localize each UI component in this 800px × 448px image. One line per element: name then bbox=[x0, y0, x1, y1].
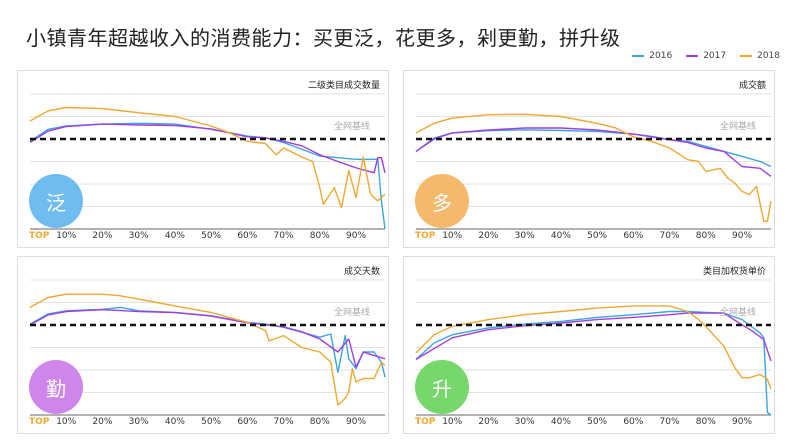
badge-circle: 勤 bbox=[29, 360, 83, 414]
x-tick-label: 30% bbox=[514, 417, 535, 427]
x-tick-label: 90% bbox=[732, 417, 753, 427]
x-tick-label: 80% bbox=[695, 417, 716, 427]
chart-svg bbox=[415, 279, 772, 416]
x-tick-label: 60% bbox=[237, 231, 258, 241]
legend-swatch-2018 bbox=[740, 55, 753, 57]
x-tick-labels: TOP 10% 20% 30% 40% 50% 60% 70% 80% 90% bbox=[18, 231, 390, 245]
legend-label: 2017 bbox=[703, 51, 727, 61]
series-line-2018 bbox=[415, 113, 772, 222]
page-title: 小镇青年超越收入的消费能力：买更泛，花更多，剁更勤，拼升级 bbox=[26, 26, 621, 50]
badge-circle: 升 bbox=[415, 360, 469, 414]
x-tick-label: 20% bbox=[478, 417, 499, 427]
series-line-2017 bbox=[29, 309, 386, 368]
x-tick-top: TOP bbox=[415, 231, 436, 241]
badge-circle: 多 bbox=[415, 174, 469, 228]
series-line-2018 bbox=[29, 106, 386, 209]
series-line-2016 bbox=[415, 129, 772, 168]
x-tick-label: 50% bbox=[587, 417, 608, 427]
series-line-2018 bbox=[415, 305, 772, 390]
chart-title: 类目加权货单价 bbox=[702, 267, 766, 277]
legend-label: 2018 bbox=[757, 51, 780, 61]
x-tick-label: 40% bbox=[550, 231, 571, 241]
x-tick-label: 20% bbox=[92, 231, 113, 241]
legend: 2016 2017 2018 bbox=[632, 51, 780, 61]
x-tick-label: 70% bbox=[273, 231, 294, 241]
x-tick-label: 50% bbox=[587, 231, 608, 241]
x-tick-label: 40% bbox=[164, 417, 185, 427]
chart-title: 二级类目成交数量 bbox=[307, 81, 380, 91]
x-tick-label: 70% bbox=[273, 417, 294, 427]
x-tick-label: 30% bbox=[128, 231, 149, 241]
x-tick-label: 70% bbox=[659, 231, 680, 241]
series-line-2016 bbox=[415, 310, 772, 416]
x-tick-label: 70% bbox=[659, 417, 680, 427]
x-tick-label: 90% bbox=[346, 417, 367, 427]
x-tick-label: 90% bbox=[732, 231, 753, 241]
x-tick-label: 60% bbox=[237, 417, 258, 427]
legend-swatch-2017 bbox=[686, 55, 699, 57]
x-tick-label: 20% bbox=[478, 231, 499, 241]
baseline-label: 全网基线 bbox=[333, 122, 370, 132]
x-tick-labels: TOP 10% 20% 30% 40% 50% 60% 70% 80% 90% bbox=[404, 231, 776, 245]
badge-circle: 泛 bbox=[29, 174, 83, 228]
chart-svg bbox=[415, 93, 772, 230]
x-tick-labels: TOP 10% 20% 30% 40% 50% 60% 70% 80% 90% bbox=[18, 417, 390, 431]
series-line-2017 bbox=[415, 312, 772, 362]
chart-panel-upgrade: 类目加权货单价全网基线升 TOP 10% 20% 30% 40% 50% 60% 70% 80% 9… bbox=[403, 256, 775, 434]
x-tick-label: 10% bbox=[442, 417, 463, 427]
chart-title: 成交额 bbox=[738, 81, 766, 91]
x-tick-label: 10% bbox=[56, 231, 77, 241]
chart-panel-breadth: 二级类目成交数量全网基线泛 TOP 10% 20% 30% 40% 50% 60% 70% 80%… bbox=[17, 70, 389, 248]
x-tick-label: 50% bbox=[201, 231, 222, 241]
legend-label: 2016 bbox=[649, 51, 673, 61]
x-tick-label: 80% bbox=[695, 231, 716, 241]
x-tick-label: 50% bbox=[201, 417, 222, 427]
chart-panel-spend: 成交额全网基线多 TOP 10% 20% 30% 40% 50% 60% 70% 80% 90% bbox=[403, 70, 775, 248]
legend-swatch-2016 bbox=[632, 55, 645, 57]
baseline-label: 全网基线 bbox=[719, 308, 756, 318]
chart-panel-frequency: 成交天数全网基线勤 TOP 10% 20% 30% 40% 50% 60% 70% 80% 90% bbox=[17, 256, 389, 434]
x-tick-label: 30% bbox=[128, 417, 149, 427]
legend-item-2016: 2016 bbox=[632, 51, 672, 61]
x-tick-label: 10% bbox=[56, 417, 77, 427]
x-tick-top: TOP bbox=[29, 417, 50, 427]
x-tick-label: 10% bbox=[442, 231, 463, 241]
x-tick-label: 60% bbox=[623, 231, 644, 241]
x-tick-label: 80% bbox=[309, 231, 330, 241]
series-line-2018 bbox=[29, 293, 386, 406]
x-tick-top: TOP bbox=[29, 231, 50, 241]
x-tick-labels: TOP 10% 20% 30% 40% 50% 60% 70% 80% 90% bbox=[404, 417, 776, 431]
x-tick-top: TOP bbox=[415, 417, 436, 427]
x-tick-label: 80% bbox=[309, 417, 330, 427]
legend-item-2017: 2017 bbox=[686, 51, 726, 61]
x-tick-label: 20% bbox=[92, 417, 113, 427]
x-tick-label: 40% bbox=[550, 417, 571, 427]
legend-item-2018: 2018 bbox=[740, 51, 780, 61]
series-line-2017 bbox=[29, 123, 386, 174]
chart-title: 成交天数 bbox=[343, 267, 380, 277]
series-line-2017 bbox=[415, 127, 772, 177]
x-tick-label: 40% bbox=[164, 231, 185, 241]
baseline-label: 全网基线 bbox=[719, 122, 756, 132]
chart-svg bbox=[29, 93, 386, 230]
x-tick-label: 30% bbox=[514, 231, 535, 241]
baseline-label: 全网基线 bbox=[333, 308, 370, 318]
x-tick-label: 90% bbox=[346, 231, 367, 241]
x-tick-label: 60% bbox=[623, 417, 644, 427]
chart-svg bbox=[29, 279, 386, 416]
